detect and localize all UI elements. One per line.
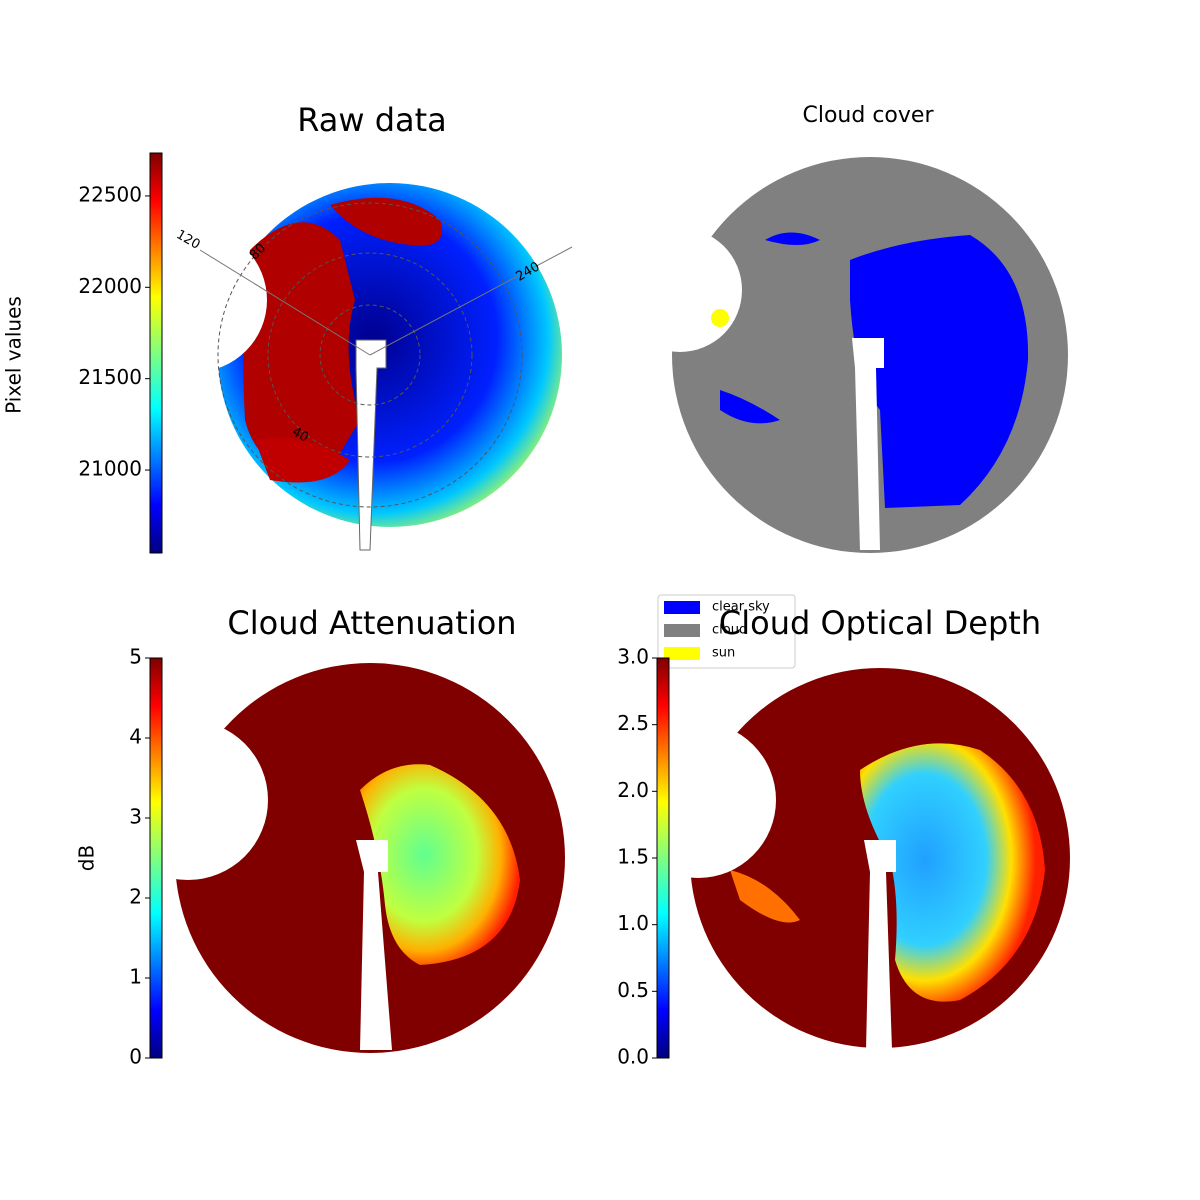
colorbar [149,657,163,1059]
colorbar-tick-label: 22500 [78,182,142,206]
colorbar-tick-label: 0.0 [617,1045,649,1069]
legend-swatch [664,601,700,614]
colorbar-tick-label: 2.0 [617,778,649,802]
attenuation-image [108,663,565,1053]
colorbar-tick-label: 4 [129,725,142,749]
panel-title: Cloud Optical Depth [719,604,1041,642]
panel-title: Raw data [297,101,447,139]
colorbar-tick-label: 3 [129,805,142,829]
legend-label: sun [712,646,735,661]
legend-swatch [664,647,700,660]
colorbar [656,657,670,1059]
polar-label: 40 [289,424,311,445]
panel-title: Cloud Attenuation [227,604,516,642]
colorbar-tick-label: 1.0 [617,911,649,935]
legend-label: clear sky [712,600,770,615]
legend-label: cloud [712,623,747,638]
colorbar-tick-label: 1 [129,965,142,989]
colorbar-tick-label: 2 [129,885,142,909]
legend-swatch [664,624,700,637]
colorbar-tick-label: 0 [129,1045,142,1069]
colorbar [149,152,163,554]
colorbar-tick-label: 21000 [78,457,142,481]
colorbar-tick-label: 21500 [78,365,142,389]
colorbar-tick-label: 2.5 [617,711,649,735]
colorbar-tick-label: 3.0 [617,645,649,669]
optical-depth-image [620,668,1070,1050]
panel-title: Cloud cover [803,103,935,128]
cloud-cover-image [618,157,1068,553]
raw-image [123,183,573,551]
colorbar-label: Pixel values [2,296,26,414]
colorbar-tick-label: 1.5 [617,845,649,869]
colorbar-tick-label: 22000 [78,274,142,298]
colorbar-tick-label: 0.5 [617,978,649,1002]
colorbar-tick-label: 5 [129,645,142,669]
colorbar-label: dB [75,845,99,871]
